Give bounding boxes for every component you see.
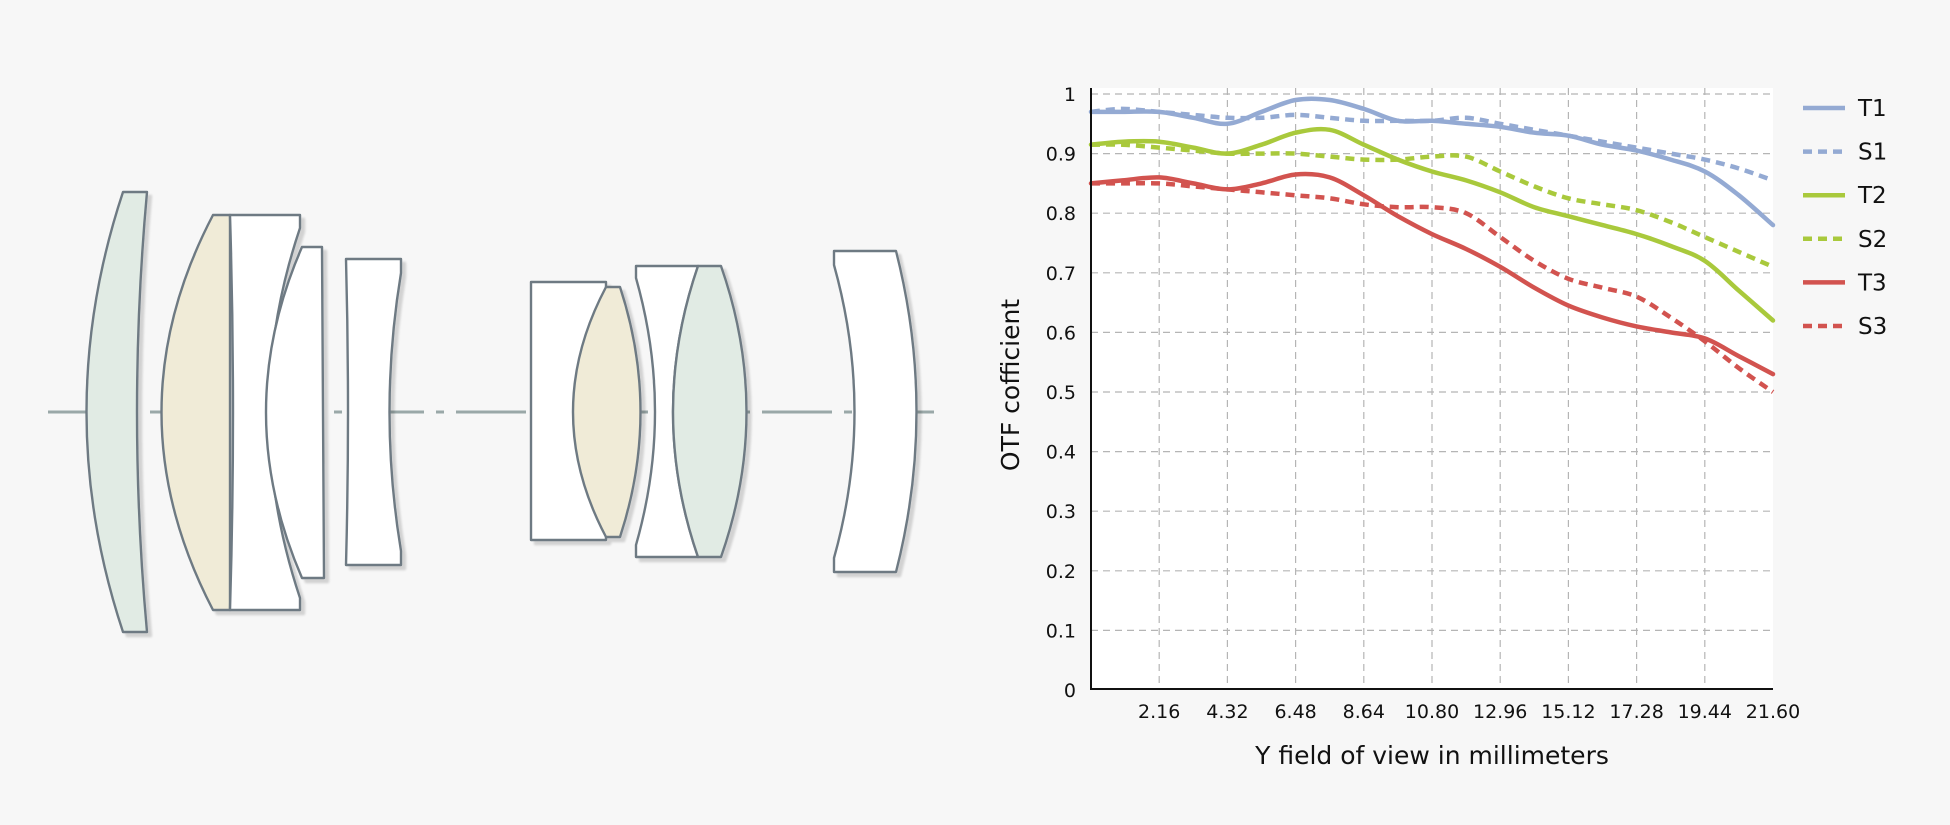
y-tick-label: 0.2 bbox=[1046, 561, 1076, 583]
series-line-s3 bbox=[1091, 180, 1775, 394]
series-line-s1 bbox=[1090, 106, 1774, 183]
x-axis-label: Y field of view in millimeters bbox=[1254, 741, 1609, 770]
y-tick-label: 0.9 bbox=[1046, 144, 1076, 166]
legend: T1 S1 T2 S2 T3 S3 bbox=[1803, 96, 1887, 340]
x-tick-label: 17.28 bbox=[1609, 701, 1663, 723]
y-axis-label: OTF cofficient bbox=[996, 299, 1025, 471]
x-tick-label: 8.64 bbox=[1343, 701, 1385, 723]
legend-label-t1: T1 bbox=[1857, 96, 1887, 122]
series-layer bbox=[1088, 96, 1776, 394]
y-tick-label: 0.6 bbox=[1046, 322, 1076, 344]
legend-label-t2: T2 bbox=[1857, 183, 1887, 209]
x-tick-label: 4.32 bbox=[1206, 701, 1248, 723]
x-tick-label: 6.48 bbox=[1274, 701, 1316, 723]
y-tick-label: 0.3 bbox=[1046, 501, 1076, 523]
lens-element-5 bbox=[344, 257, 403, 567]
x-tick-labels: 2.16 4.32 6.48 8.64 10.80 12.96 15.12 17.28 19.4… bbox=[1138, 701, 1800, 723]
y-tick-label: 0.8 bbox=[1046, 203, 1076, 225]
legend-label-s3: S3 bbox=[1858, 314, 1887, 340]
legend-label-s2: S2 bbox=[1858, 227, 1887, 253]
lens-element-7 bbox=[571, 285, 642, 539]
y-tick-label: 0.1 bbox=[1046, 620, 1076, 642]
x-tick-label: 10.80 bbox=[1405, 701, 1459, 723]
y-tick-labels: 0 0.1 0.2 0.3 0.4 0.5 0.6 0.7 0.8 0.9 1 bbox=[1046, 84, 1076, 702]
lens-element-10 bbox=[832, 249, 918, 574]
y-tick-label: 0.7 bbox=[1046, 263, 1076, 285]
lens-elements bbox=[85, 190, 918, 634]
x-tick-label: 12.96 bbox=[1473, 701, 1527, 723]
y-tick-label: 1 bbox=[1064, 84, 1076, 106]
y-tick-label: 0.4 bbox=[1046, 442, 1076, 464]
series-line-s2 bbox=[1090, 142, 1774, 269]
legend-label-s1: S1 bbox=[1858, 140, 1887, 166]
x-tick-label: 21.60 bbox=[1746, 701, 1800, 723]
legend-label-t3: T3 bbox=[1857, 270, 1887, 296]
y-tick-label: 0 bbox=[1064, 680, 1076, 702]
lens-diagram bbox=[48, 190, 935, 634]
lens-element-4 bbox=[264, 245, 326, 580]
x-tick-label: 15.12 bbox=[1541, 701, 1595, 723]
lens-element-2 bbox=[160, 213, 232, 612]
otf-chart: 0 0.1 0.2 0.3 0.4 0.5 0.6 0.7 0.8 0.9 1 2.16 4.32 6.… bbox=[996, 84, 1887, 770]
grid bbox=[1091, 88, 1773, 690]
x-tick-label: 19.44 bbox=[1678, 701, 1732, 723]
x-tick-label: 2.16 bbox=[1138, 701, 1180, 723]
y-tick-label: 0.5 bbox=[1046, 382, 1076, 404]
series-line-t1 bbox=[1088, 96, 1776, 228]
lens-element-1 bbox=[85, 190, 149, 634]
lens-element-9 bbox=[671, 264, 748, 559]
